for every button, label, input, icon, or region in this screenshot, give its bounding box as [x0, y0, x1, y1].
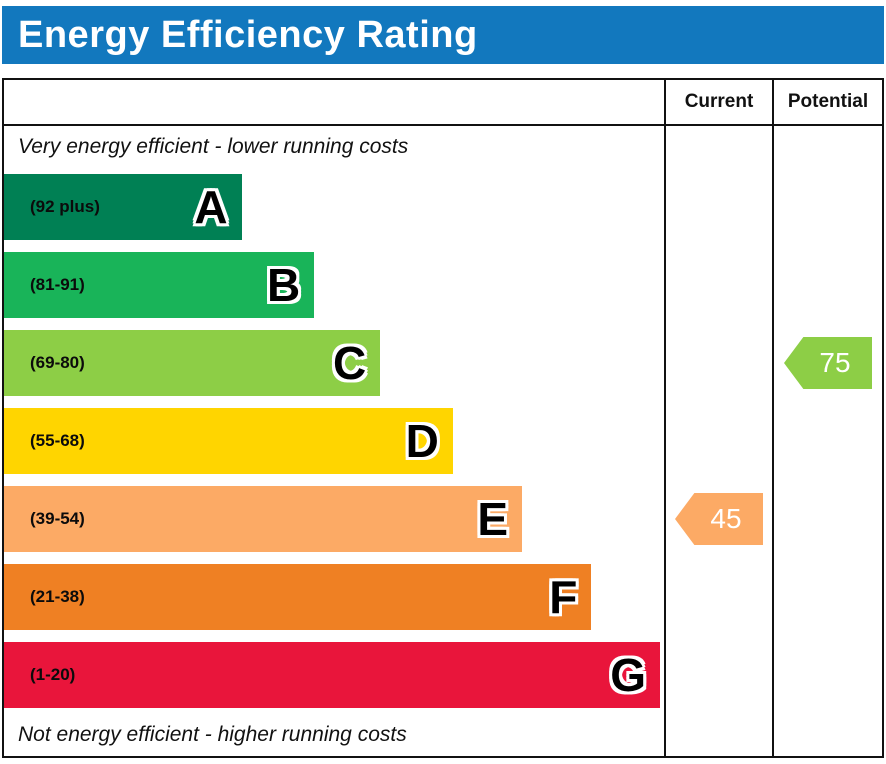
current-value: 45 [710, 503, 742, 534]
current-col-cell [664, 636, 772, 714]
band-range-label: (69-80) [30, 353, 85, 372]
current-arrow: 45 [675, 493, 763, 545]
band-row-d: (55-68) D [4, 402, 664, 480]
potential-col-cell [772, 480, 882, 558]
band-bar-c: (69-80) C [4, 330, 381, 396]
potential-column-header: Potential [772, 80, 882, 126]
potential-col-cell: 75 [772, 324, 882, 402]
current-col-cell [664, 714, 772, 756]
band-letter: C [332, 337, 367, 389]
band-bar-b: (81-91) B [4, 252, 315, 318]
potential-col-cell [772, 714, 882, 756]
potential-col-cell [772, 246, 882, 324]
band-row-g: (1-20) G [4, 636, 664, 714]
potential-col-cell [772, 402, 882, 480]
current-col-cell [664, 126, 772, 168]
band-letter: F [549, 571, 578, 623]
band-row-a: (92 plus) A [4, 168, 664, 246]
band-row-c: (69-80) C [4, 324, 664, 402]
page-title: Energy Efficiency Rating [2, 6, 884, 64]
band-row-b: (81-91) B [4, 246, 664, 324]
potential-col-cell [772, 168, 882, 246]
band-bar-g: (1-20) G [4, 642, 661, 708]
band-range-label: (81-91) [30, 275, 85, 294]
current-col-cell [664, 246, 772, 324]
epc-page: Energy Efficiency Rating Current Potenti… [2, 6, 884, 758]
potential-arrow: 75 [784, 337, 872, 389]
band-letter: D [405, 415, 439, 467]
band-letter: B [266, 259, 301, 311]
band-letter: G [610, 649, 647, 701]
potential-col-cell [772, 126, 882, 168]
epc-table: Current Potential Very energy efficient … [2, 78, 884, 758]
top-note: Very energy efficient - lower running co… [18, 135, 409, 158]
band-row-e: (39-54) E [4, 480, 664, 558]
current-col-cell [664, 558, 772, 636]
current-column-header: Current [664, 80, 772, 126]
band-range-label: (39-54) [30, 509, 85, 528]
band-bar-d: (55-68) D [4, 408, 453, 474]
potential-col-cell [772, 558, 882, 636]
band-range-label: (21-38) [30, 587, 85, 606]
band-row-f: (21-38) F [4, 558, 664, 636]
header-spacer [4, 80, 664, 126]
potential-col-cell [772, 636, 882, 714]
band-range-label: (92 plus) [30, 197, 100, 216]
potential-value: 75 [819, 347, 851, 378]
current-col-cell [664, 402, 772, 480]
current-col-cell [664, 168, 772, 246]
band-range-label: (1-20) [30, 665, 76, 684]
current-col-cell [664, 324, 772, 402]
band-bar-e: (39-54) E [4, 486, 523, 552]
current-col-cell: 45 [664, 480, 772, 558]
bottom-note: Not energy efficient - higher running co… [18, 723, 407, 746]
band-letter: A [194, 181, 228, 233]
band-bar-f: (21-38) F [4, 564, 592, 630]
band-bar-a: (92 plus) A [4, 174, 242, 240]
band-letter: E [477, 493, 509, 545]
band-range-label: (55-68) [30, 431, 85, 450]
